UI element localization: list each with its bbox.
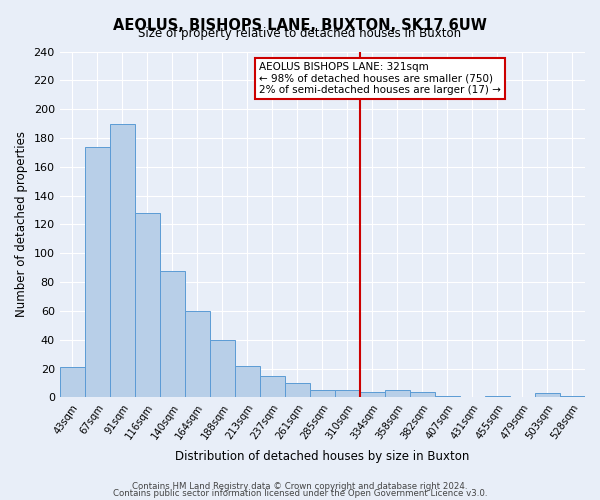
Text: Contains public sector information licensed under the Open Government Licence v3: Contains public sector information licen…: [113, 490, 487, 498]
Text: Contains HM Land Registry data © Crown copyright and database right 2024.: Contains HM Land Registry data © Crown c…: [132, 482, 468, 491]
Bar: [485, 396, 510, 398]
Text: Size of property relative to detached houses in Buxton: Size of property relative to detached ho…: [139, 28, 461, 40]
Bar: [285, 383, 310, 398]
Bar: [210, 340, 235, 398]
Bar: [135, 213, 160, 398]
Bar: [110, 124, 135, 398]
Bar: [410, 392, 435, 398]
Bar: [85, 146, 110, 398]
Bar: [335, 390, 360, 398]
Bar: [435, 396, 460, 398]
Bar: [310, 390, 335, 398]
Bar: [360, 392, 385, 398]
Bar: [59, 367, 85, 398]
Text: AEOLUS BISHOPS LANE: 321sqm
← 98% of detached houses are smaller (750)
2% of sem: AEOLUS BISHOPS LANE: 321sqm ← 98% of det…: [259, 62, 501, 95]
Bar: [560, 396, 585, 398]
Bar: [535, 393, 560, 398]
Bar: [160, 270, 185, 398]
X-axis label: Distribution of detached houses by size in Buxton: Distribution of detached houses by size …: [175, 450, 470, 462]
Bar: [235, 366, 260, 398]
Bar: [185, 311, 210, 398]
Y-axis label: Number of detached properties: Number of detached properties: [15, 132, 28, 318]
Text: AEOLUS, BISHOPS LANE, BUXTON, SK17 6UW: AEOLUS, BISHOPS LANE, BUXTON, SK17 6UW: [113, 18, 487, 32]
Bar: [260, 376, 285, 398]
Bar: [385, 390, 410, 398]
